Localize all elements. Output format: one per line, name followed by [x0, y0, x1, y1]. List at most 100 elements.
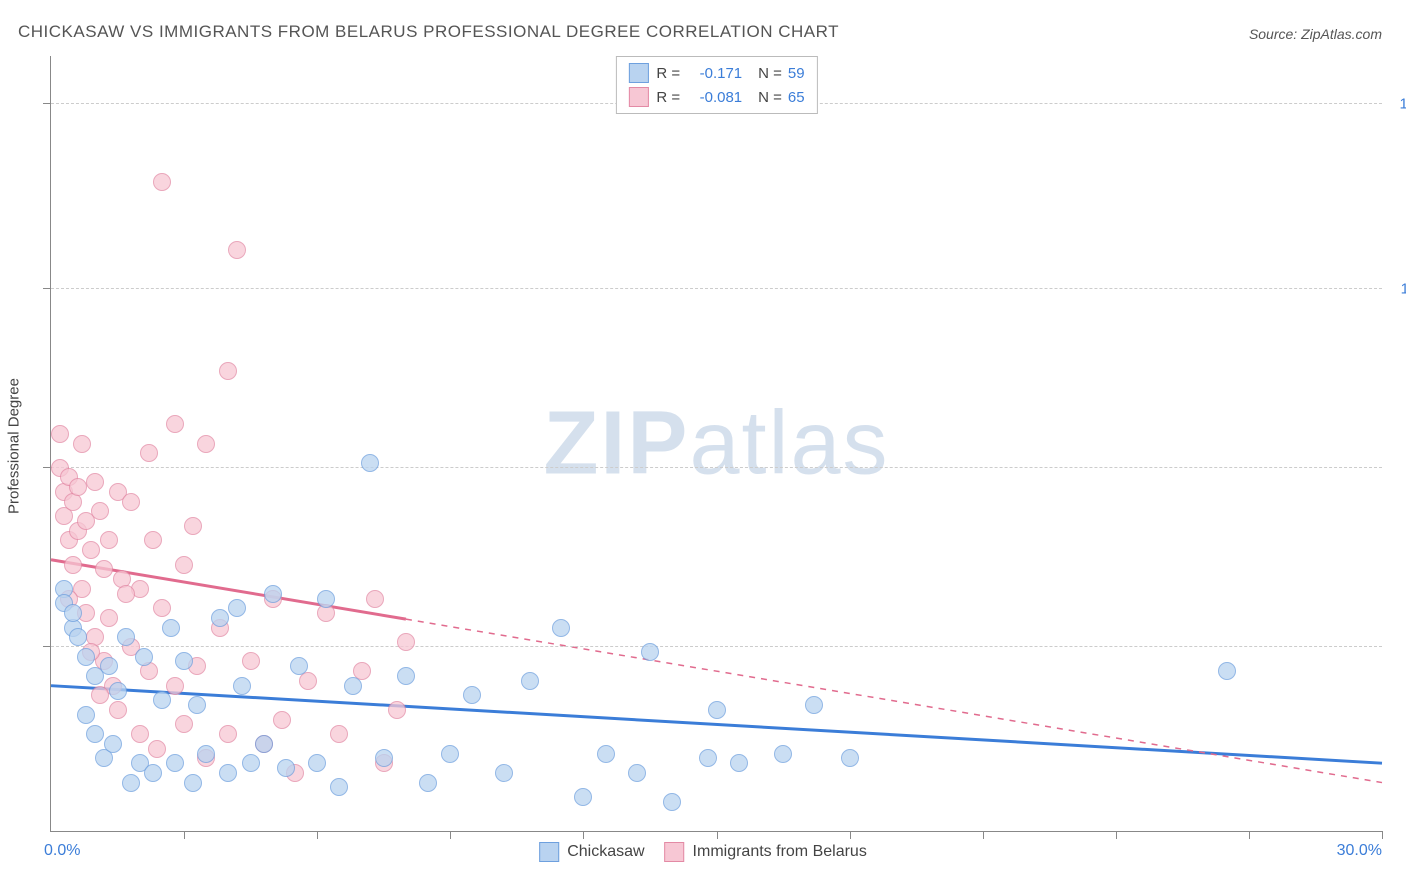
trend-line-dashed	[406, 619, 1382, 782]
legend-row-belarus: R = -0.081 N = 65	[628, 85, 804, 109]
scatter-point	[91, 686, 109, 704]
legend-n-label: N =	[758, 89, 782, 106]
scatter-point	[51, 425, 69, 443]
scatter-point	[597, 745, 615, 763]
scatter-point	[135, 648, 153, 666]
chart-title: CHICKASAW VS IMMIGRANTS FROM BELARUS PRO…	[18, 22, 839, 42]
scatter-point	[708, 701, 726, 719]
x-tick	[450, 831, 451, 839]
scatter-point	[86, 473, 104, 491]
scatter-point	[397, 667, 415, 685]
legend-r-label: R =	[656, 65, 680, 82]
x-tick	[1382, 831, 1383, 839]
scatter-point	[841, 749, 859, 767]
scatter-point	[153, 599, 171, 617]
legend-label-belarus: Immigrants from Belarus	[693, 843, 867, 861]
legend-row-chickasaw: R = -0.171 N = 59	[628, 61, 804, 85]
scatter-point	[166, 754, 184, 772]
y-axis-label: Professional Degree	[6, 378, 23, 514]
scatter-point	[91, 502, 109, 520]
scatter-point	[552, 619, 570, 637]
scatter-point	[73, 435, 91, 453]
scatter-point	[219, 362, 237, 380]
scatter-point	[122, 774, 140, 792]
x-tick	[717, 831, 718, 839]
scatter-point	[184, 517, 202, 535]
scatter-point	[109, 701, 127, 719]
legend-item-chickasaw: Chickasaw	[539, 842, 644, 862]
scatter-point	[228, 599, 246, 617]
scatter-point	[166, 415, 184, 433]
x-axis-min-label: 0.0%	[44, 842, 80, 860]
scatter-point	[197, 745, 215, 763]
gridline	[51, 288, 1382, 289]
legend-n-label: N =	[758, 65, 782, 82]
scatter-point	[628, 764, 646, 782]
scatter-point	[144, 764, 162, 782]
scatter-point	[104, 735, 122, 753]
legend-r-value-belarus: -0.081	[686, 89, 742, 106]
scatter-point	[264, 585, 282, 603]
scatter-point	[197, 435, 215, 453]
scatter-point	[166, 677, 184, 695]
scatter-point	[69, 628, 87, 646]
scatter-point	[574, 788, 592, 806]
scatter-point	[175, 556, 193, 574]
x-tick	[1116, 831, 1117, 839]
scatter-point	[330, 778, 348, 796]
scatter-point	[148, 740, 166, 758]
scatter-point	[144, 531, 162, 549]
legend-n-value-belarus: 65	[788, 89, 805, 106]
source-attribution: Source: ZipAtlas.com	[1249, 26, 1382, 42]
scatter-point	[375, 749, 393, 767]
scatter-point	[663, 793, 681, 811]
legend-r-label: R =	[656, 89, 680, 106]
scatter-point	[117, 585, 135, 603]
x-tick	[583, 831, 584, 839]
legend-r-value-chickasaw: -0.171	[686, 65, 742, 82]
legend-swatch-belarus	[628, 87, 648, 107]
y-tick-label: 3.8%	[1387, 638, 1406, 655]
scatter-point	[95, 560, 113, 578]
scatter-point	[441, 745, 459, 763]
scatter-point	[521, 672, 539, 690]
scatter-point	[397, 633, 415, 651]
y-tick	[43, 103, 51, 104]
scatter-point	[277, 759, 295, 777]
scatter-point	[641, 643, 659, 661]
gridline	[51, 467, 1382, 468]
trend-line-solid	[51, 686, 1382, 764]
y-tick-label: 7.5%	[1387, 459, 1406, 476]
scatter-point	[82, 541, 100, 559]
scatter-point	[64, 604, 82, 622]
scatter-point	[219, 764, 237, 782]
scatter-point	[86, 725, 104, 743]
scatter-point	[233, 677, 251, 695]
scatter-point	[117, 628, 135, 646]
legend-item-belarus: Immigrants from Belarus	[665, 842, 867, 862]
scatter-point	[366, 590, 384, 608]
scatter-point	[100, 609, 118, 627]
scatter-point	[140, 444, 158, 462]
scatter-point	[219, 725, 237, 743]
x-tick	[850, 831, 851, 839]
chart-plot-area: ZIPatlas R = -0.171 N = 59 R = -0.081 N …	[50, 56, 1382, 832]
correlation-legend: R = -0.171 N = 59 R = -0.081 N = 65	[615, 56, 817, 114]
legend-n-value-chickasaw: 59	[788, 65, 805, 82]
scatter-point	[184, 774, 202, 792]
legend-swatch-belarus	[665, 842, 685, 862]
scatter-point	[131, 725, 149, 743]
scatter-point	[419, 774, 437, 792]
scatter-point	[255, 735, 273, 753]
y-tick	[43, 646, 51, 647]
scatter-point	[805, 696, 823, 714]
scatter-point	[100, 657, 118, 675]
scatter-point	[228, 241, 246, 259]
scatter-point	[122, 493, 140, 511]
scatter-point	[100, 531, 118, 549]
scatter-point	[317, 590, 335, 608]
scatter-point	[77, 706, 95, 724]
scatter-point	[344, 677, 362, 695]
scatter-point	[153, 173, 171, 191]
scatter-point	[495, 764, 513, 782]
